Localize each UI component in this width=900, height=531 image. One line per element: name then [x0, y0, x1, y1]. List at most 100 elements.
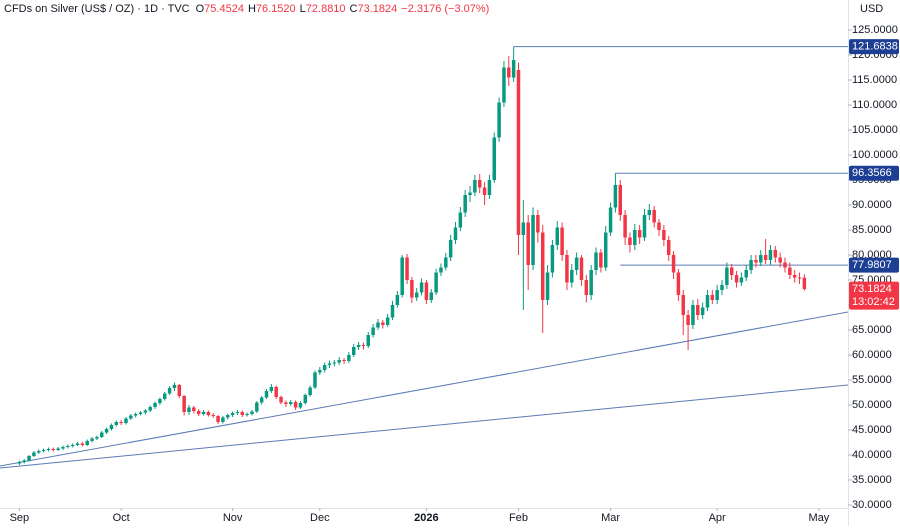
candle-body	[715, 290, 719, 300]
candle-body	[153, 403, 157, 407]
candle-body	[666, 240, 671, 255]
candle-body	[85, 441, 89, 445]
y-tick-label: 125.0000	[852, 24, 898, 36]
candle-body	[356, 345, 361, 347]
candle-body	[492, 137, 497, 180]
candle-body	[400, 257, 404, 295]
candle-body	[429, 292, 434, 300]
candle-body	[657, 222, 661, 230]
y-tick-label: 35.0000	[852, 474, 892, 486]
candle-body	[337, 360, 341, 363]
candle-body	[579, 257, 584, 280]
legend-label: C	[350, 3, 358, 15]
candle-body	[696, 305, 700, 315]
legend-label: O	[196, 3, 205, 15]
y-tick-label: 65.0000	[852, 324, 892, 336]
candle-body	[390, 305, 395, 318]
candle-body	[681, 295, 685, 315]
candle-body	[410, 280, 414, 298]
legend-label: L	[300, 3, 306, 15]
candle-body	[182, 396, 186, 412]
candle-body	[41, 450, 46, 451]
candle-body	[381, 322, 385, 325]
candle-body	[27, 456, 31, 461]
candle-body	[797, 277, 802, 279]
level-label-box	[849, 165, 899, 181]
candle-body	[347, 355, 351, 361]
candle-body	[255, 402, 259, 412]
candle-body	[332, 362, 337, 364]
legend-value: 76.1520	[256, 3, 296, 15]
candle-body	[482, 187, 487, 195]
candle-body	[148, 407, 152, 411]
level-label-box	[849, 257, 899, 273]
candle-body	[119, 422, 123, 423]
candle-body	[565, 255, 569, 283]
candle-body	[739, 277, 744, 283]
y-tick-label: 50.0000	[852, 399, 892, 411]
candle-body	[754, 260, 758, 263]
candle-body	[250, 411, 254, 414]
candle-body	[444, 257, 448, 268]
legend-value: 73.1824	[358, 3, 398, 15]
candle-body	[351, 347, 356, 355]
candle-body	[463, 195, 467, 213]
candle-body	[618, 185, 622, 215]
candle-body	[705, 295, 710, 308]
candle-body	[245, 414, 249, 415]
x-tick-label: Feb	[509, 512, 528, 524]
legend-value: 72.8810	[306, 3, 346, 15]
candle-body	[80, 443, 85, 445]
level-label: 96.3566	[852, 167, 892, 179]
last-price-box	[849, 281, 899, 310]
level-label: 121.6838	[852, 40, 898, 52]
candle-body	[138, 412, 143, 414]
candle-body	[298, 403, 303, 408]
candle-body	[734, 275, 739, 283]
candle-body	[720, 285, 724, 290]
candle-body	[172, 385, 177, 388]
candle-body	[221, 417, 225, 422]
x-tick-label: May	[809, 512, 830, 524]
x-tick-label: Mar	[601, 512, 620, 524]
candle-body	[395, 295, 400, 305]
candle-body	[206, 412, 211, 415]
candle-body	[594, 252, 598, 270]
candle-body	[216, 416, 220, 422]
plot-area	[0, 46, 848, 469]
candle-body	[405, 257, 409, 280]
candle-body	[637, 230, 642, 238]
candle-body	[511, 60, 516, 78]
countdown-label: 13:02:42	[852, 296, 895, 308]
candle-body	[788, 267, 792, 275]
candle-body	[187, 407, 191, 412]
x-tick-label: Apr	[709, 512, 726, 524]
y-tick-label: 110.0000	[852, 99, 897, 111]
y-tick-label: 85.0000	[852, 224, 892, 236]
candle-body	[768, 250, 773, 260]
candle-body	[109, 425, 114, 429]
legend-label: H	[248, 3, 256, 15]
candle-body	[230, 413, 235, 415]
y-tick-label: 105.0000	[852, 124, 898, 136]
candle-body	[458, 212, 463, 228]
candle-body	[414, 292, 419, 298]
candle-body	[560, 227, 564, 255]
candle-body	[570, 270, 574, 283]
y-tick-label: 60.0000	[852, 349, 892, 361]
candle-body	[676, 272, 681, 295]
candle-body	[633, 230, 637, 245]
x-tick-label: Sep	[10, 512, 30, 524]
candle-body	[376, 322, 380, 328]
candle-body	[308, 387, 312, 395]
candle-body	[662, 230, 666, 240]
y-tick-label: 40.0000	[852, 449, 892, 461]
candle-body	[773, 250, 778, 258]
level-label-box	[849, 39, 899, 55]
candle-body	[589, 270, 593, 295]
candle-body	[264, 391, 269, 398]
candle-body	[550, 245, 555, 273]
candle-body	[700, 307, 705, 315]
candle-body	[424, 282, 429, 300]
